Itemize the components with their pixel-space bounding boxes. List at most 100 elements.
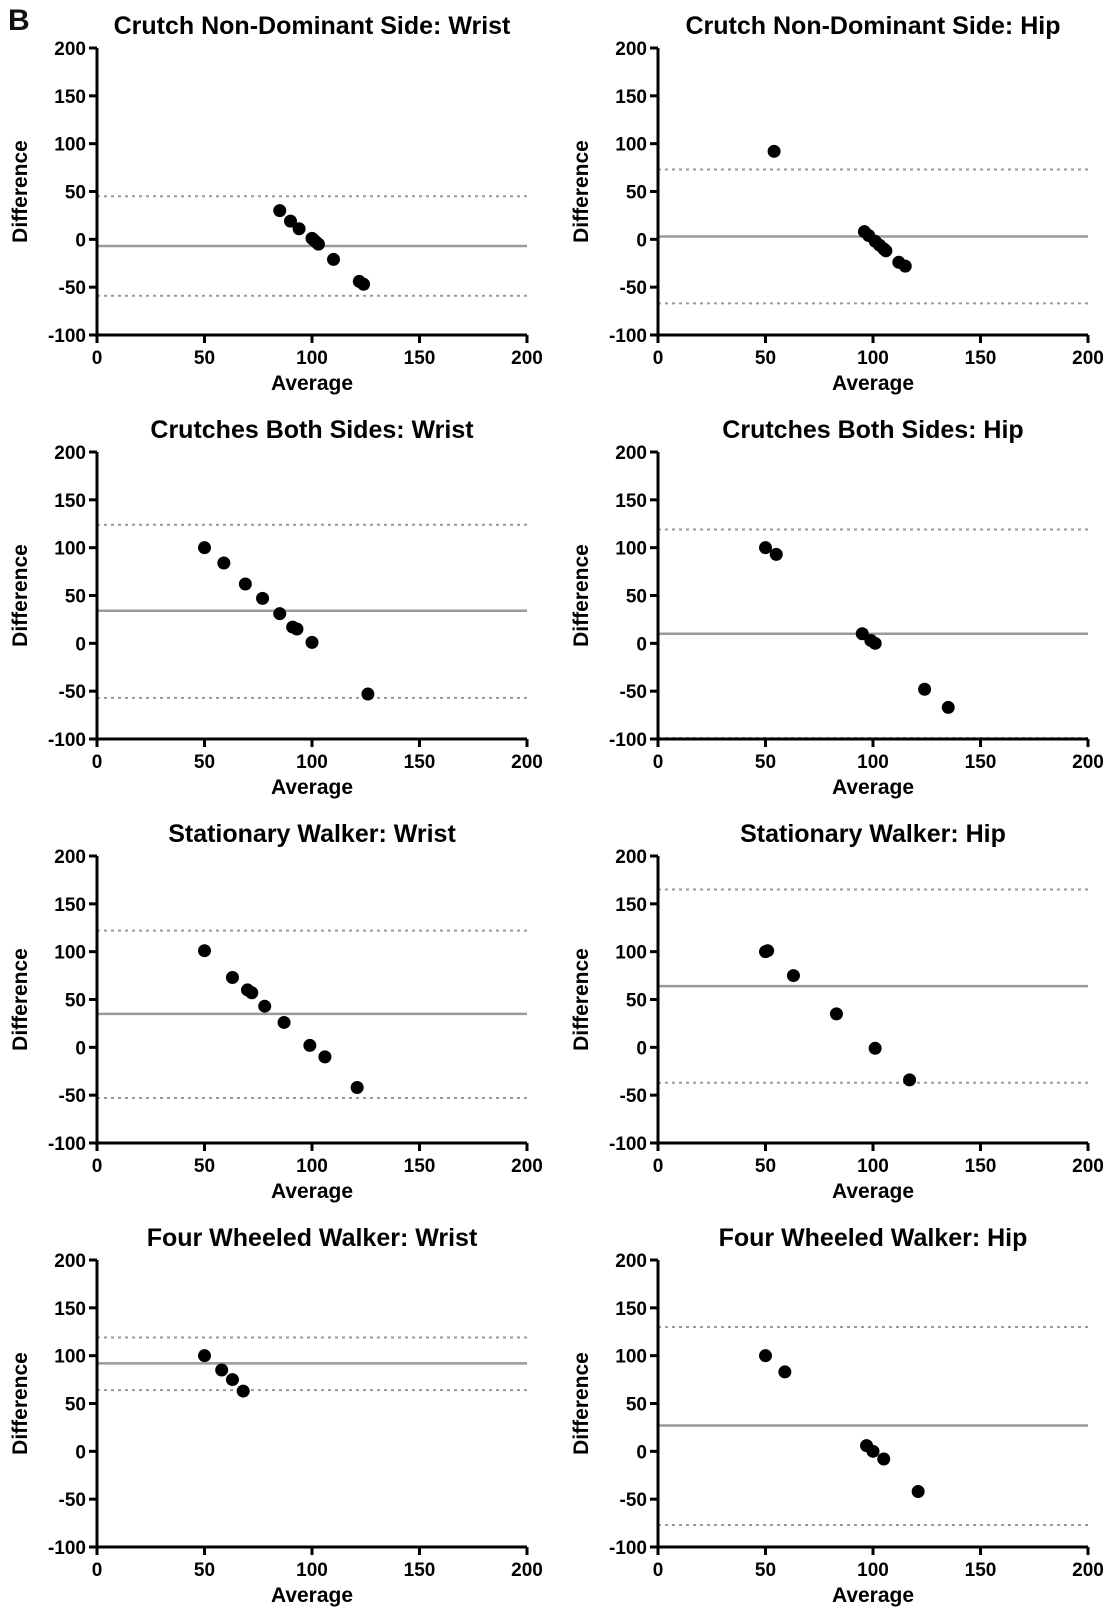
y-tick-label: 200 bbox=[615, 39, 647, 60]
y-tick-label: -100 bbox=[609, 1538, 647, 1559]
y-tick-label: 200 bbox=[54, 39, 86, 60]
x-tick-label: 0 bbox=[653, 1156, 664, 1177]
data-point bbox=[225, 1373, 239, 1387]
y-tick-label: 150 bbox=[615, 87, 647, 108]
x-axis-label: Average bbox=[832, 372, 914, 395]
y-axis-label: Difference bbox=[570, 140, 593, 243]
x-tick-label: 200 bbox=[1072, 348, 1104, 369]
x-tick-label: 50 bbox=[194, 1156, 215, 1177]
x-axis-label: Average bbox=[271, 372, 353, 395]
data-point bbox=[769, 547, 783, 561]
y-axis-label: Difference bbox=[570, 1352, 593, 1455]
y-tick-label: 200 bbox=[615, 443, 647, 464]
y-tick-label: 100 bbox=[54, 539, 86, 560]
x-axis-label: Average bbox=[271, 1180, 353, 1203]
data-point bbox=[879, 244, 893, 258]
data-point bbox=[829, 1007, 843, 1021]
x-tick-label: 0 bbox=[92, 1560, 103, 1581]
y-tick-label: 0 bbox=[636, 634, 647, 655]
x-tick-label: 0 bbox=[92, 1156, 103, 1177]
chart-panel-6: Stationary Walker: Hip -100 -50 0 50 100 150 20… bbox=[570, 820, 1104, 1203]
y-tick-label: -100 bbox=[48, 730, 86, 751]
y-tick-label: 200 bbox=[54, 847, 86, 868]
data-point bbox=[361, 687, 375, 701]
x-tick-label: 200 bbox=[511, 752, 543, 773]
y-tick-label: -100 bbox=[48, 1538, 86, 1559]
x-tick-label: 100 bbox=[857, 752, 889, 773]
x-tick-label: 50 bbox=[194, 752, 215, 773]
y-tick-label: 150 bbox=[54, 87, 86, 108]
y-tick-label: 50 bbox=[65, 991, 86, 1012]
data-point bbox=[198, 541, 211, 555]
x-tick-label: 0 bbox=[92, 752, 103, 773]
y-tick-label: 150 bbox=[54, 895, 86, 916]
data-point bbox=[284, 214, 297, 228]
y-tick-label: -50 bbox=[59, 1086, 86, 1107]
chart-title: Stationary Walker: Hip bbox=[740, 820, 1006, 848]
x-tick-label: 150 bbox=[965, 348, 997, 369]
y-tick-label: 100 bbox=[54, 943, 86, 964]
x-axis-label: Average bbox=[832, 1584, 914, 1607]
x-tick-label: 50 bbox=[755, 1560, 776, 1581]
y-tick-label: 200 bbox=[54, 1251, 86, 1272]
data-point bbox=[236, 1384, 250, 1398]
y-tick-label: -100 bbox=[609, 1134, 647, 1155]
y-tick-label: -50 bbox=[620, 1490, 647, 1511]
y-tick-label: -100 bbox=[48, 326, 86, 347]
x-tick-label: 150 bbox=[965, 1156, 997, 1177]
data-point bbox=[759, 541, 772, 555]
data-point bbox=[868, 636, 882, 650]
data-point bbox=[327, 252, 340, 266]
y-tick-label: 50 bbox=[626, 183, 647, 204]
chart-panel-4: Crutches Both Sides: Hip -100 -50 0 50 100 150… bbox=[570, 416, 1104, 799]
x-tick-label: 50 bbox=[755, 752, 776, 773]
data-point bbox=[198, 944, 211, 958]
chart-title: Stationary Walker: Wrist bbox=[168, 820, 456, 848]
chart-panel-7: Four Wheeled Walker: Wrist -100 -50 0 50 100 1… bbox=[9, 1224, 543, 1607]
data-point bbox=[217, 556, 231, 570]
data-point bbox=[303, 1038, 317, 1052]
y-tick-label: 50 bbox=[626, 991, 647, 1012]
x-axis-label: Average bbox=[832, 776, 914, 799]
panel-label: B bbox=[8, 4, 30, 37]
x-tick-label: 150 bbox=[404, 752, 436, 773]
data-point bbox=[786, 969, 800, 983]
x-tick-label: 150 bbox=[404, 1560, 436, 1581]
data-point bbox=[877, 1452, 891, 1466]
y-tick-label: 50 bbox=[626, 1395, 647, 1416]
y-tick-label: 0 bbox=[636, 1442, 647, 1463]
data-point bbox=[318, 1050, 332, 1064]
data-point bbox=[305, 635, 319, 649]
y-tick-label: -50 bbox=[620, 1086, 647, 1107]
chart-panel-8: Four Wheeled Walker: Hip -100 -50 0 50 100 150… bbox=[570, 1224, 1104, 1607]
y-tick-label: -50 bbox=[59, 278, 86, 299]
x-tick-label: 200 bbox=[1072, 1156, 1104, 1177]
data-point bbox=[778, 1365, 792, 1379]
y-tick-label: 0 bbox=[75, 1442, 86, 1463]
x-tick-label: 150 bbox=[404, 348, 436, 369]
chart-panel-5: Stationary Walker: Wrist -100 -50 0 50 100 150… bbox=[9, 820, 543, 1203]
chart-title: Four Wheeled Walker: Wrist bbox=[147, 1224, 478, 1252]
y-tick-label: 0 bbox=[75, 230, 86, 251]
x-tick-label: 50 bbox=[194, 348, 215, 369]
y-tick-label: 200 bbox=[54, 443, 86, 464]
x-tick-label: 0 bbox=[653, 348, 664, 369]
data-point bbox=[761, 944, 775, 958]
data-point bbox=[277, 1015, 291, 1029]
y-tick-label: -100 bbox=[609, 326, 647, 347]
x-axis-label: Average bbox=[271, 776, 353, 799]
chart-title: Crutch Non-Dominant Side: Wrist bbox=[114, 12, 511, 40]
x-tick-label: 200 bbox=[511, 1560, 543, 1581]
y-tick-label: 100 bbox=[615, 539, 647, 560]
x-tick-label: 50 bbox=[755, 1156, 776, 1177]
y-tick-label: -50 bbox=[59, 682, 86, 703]
data-point bbox=[868, 1041, 882, 1055]
x-axis-label: Average bbox=[832, 1180, 914, 1203]
y-tick-label: 100 bbox=[615, 1347, 647, 1368]
y-axis-label: Difference bbox=[9, 544, 32, 647]
x-tick-label: 150 bbox=[965, 1560, 997, 1581]
chart-title: Crutches Both Sides: Hip bbox=[722, 416, 1023, 444]
y-tick-label: 50 bbox=[65, 183, 86, 204]
x-tick-label: 0 bbox=[653, 752, 664, 773]
x-tick-label: 50 bbox=[194, 1560, 215, 1581]
